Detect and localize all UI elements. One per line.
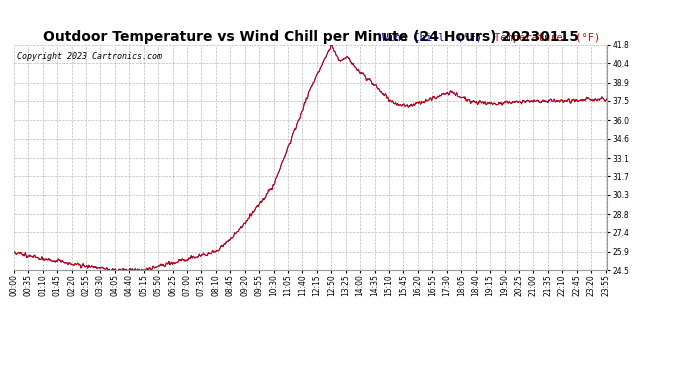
Text: Copyright 2023 Cartronics.com: Copyright 2023 Cartronics.com bbox=[17, 52, 161, 61]
Title: Outdoor Temperature vs Wind Chill per Minute (24 Hours) 20230115: Outdoor Temperature vs Wind Chill per Mi… bbox=[43, 30, 578, 44]
Text: Temperature  (°F): Temperature (°F) bbox=[495, 33, 601, 43]
Text: Wind Chill  (°F): Wind Chill (°F) bbox=[382, 33, 482, 43]
